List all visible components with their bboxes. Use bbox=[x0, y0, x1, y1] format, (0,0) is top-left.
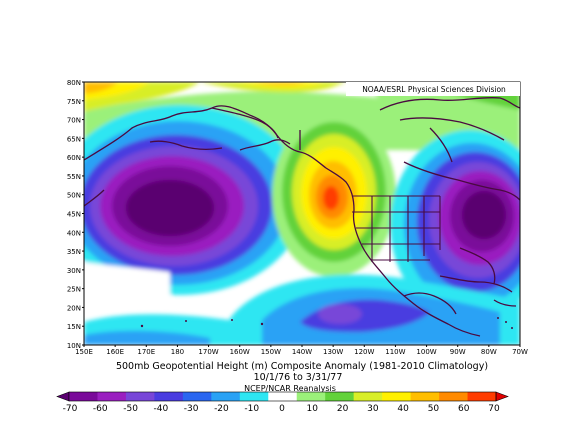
longitude-label: 150E bbox=[75, 348, 93, 356]
colorbar-tick-label: -60 bbox=[93, 404, 108, 414]
colorbar-segment bbox=[97, 392, 127, 401]
colorbar-segment bbox=[239, 392, 269, 401]
latitude-label: 25N bbox=[67, 286, 81, 294]
colorbar-tick-label: -50 bbox=[123, 404, 138, 414]
colorbar-segment bbox=[353, 392, 383, 401]
colorbar-max-arrow bbox=[495, 391, 509, 402]
longitude-labels: 150E 160E 170E 180 170W 160W 150W 140W 130W 120W 1… bbox=[75, 345, 528, 356]
credit-box bbox=[346, 82, 520, 96]
colorbar-border bbox=[68, 391, 497, 402]
latitude-label: 55N bbox=[67, 173, 81, 181]
longitude-label: 140W bbox=[292, 348, 312, 356]
latitude-label: 20N bbox=[67, 304, 81, 312]
colorbar-min-arrow bbox=[56, 391, 70, 402]
latitude-labels: 80N 75N 70N 65N 60N 55N 50N 45N 40N 35N 30N 25N 20N 1… bbox=[67, 79, 84, 350]
colorbar-segment bbox=[154, 392, 184, 401]
colorbar bbox=[56, 391, 509, 402]
longitude-label: 160E bbox=[106, 348, 124, 356]
longitude-label: 90W bbox=[450, 348, 466, 356]
anomaly-field bbox=[84, 82, 520, 345]
date-range: 10/1/76 to 3/31/77 bbox=[254, 372, 343, 383]
colorbar-segment bbox=[467, 392, 497, 401]
latitude-label: 15N bbox=[67, 323, 81, 331]
latitude-label: 30N bbox=[67, 267, 81, 275]
colorbar-segment bbox=[296, 392, 326, 401]
colorbar-tick-label: -10 bbox=[244, 404, 259, 414]
colorbar-tick-label: 60 bbox=[458, 404, 470, 414]
coastlines bbox=[84, 96, 520, 337]
latitude-label: 70N bbox=[67, 117, 81, 125]
colorbar-segment bbox=[268, 392, 298, 401]
latitude-label: 80N bbox=[67, 79, 81, 87]
longitude-label: 70W bbox=[512, 348, 528, 356]
islands bbox=[140, 317, 513, 329]
longitude-label: 170E bbox=[137, 348, 155, 356]
latitude-label: 50N bbox=[67, 192, 81, 200]
figure-title: 500mb Geopotential Height (m) Composite … bbox=[116, 361, 488, 372]
colorbar-segment bbox=[410, 392, 440, 401]
colorbar-segment bbox=[325, 392, 354, 401]
longitude-label: 170W bbox=[198, 348, 218, 356]
state-boundaries bbox=[352, 195, 441, 262]
latitude-label: 35N bbox=[67, 248, 81, 256]
longitude-label: 180 bbox=[171, 348, 184, 356]
longitude-label: 110W bbox=[385, 348, 405, 356]
colorbar-segment bbox=[125, 392, 155, 401]
colorbar-segment bbox=[182, 392, 212, 401]
longitude-label: 160W bbox=[230, 348, 250, 356]
data-source: NCEP/NCAR Reanalysis bbox=[244, 384, 336, 393]
colorbar-tick-label: 50 bbox=[428, 404, 440, 414]
colorbar-segment bbox=[439, 392, 468, 401]
longitude-label: 80W bbox=[481, 348, 497, 356]
latitude-label: 75N bbox=[67, 98, 81, 106]
map-panel: NOAA/ESRL Physical Sciences Division 80N… bbox=[67, 79, 528, 356]
colorbar-tick-label: 30 bbox=[367, 404, 379, 414]
latitude-label: 65N bbox=[67, 135, 81, 143]
longitude-label: 130W bbox=[323, 348, 343, 356]
colorbar-tick-label: 10 bbox=[307, 404, 319, 414]
colorbar-segment bbox=[382, 392, 411, 401]
colorbar-tick-label: -40 bbox=[154, 404, 169, 414]
colorbar-tick-label: 0 bbox=[279, 404, 285, 414]
latitude-label: 45N bbox=[67, 211, 81, 219]
credit-text: NOAA/ESRL Physical Sciences Division bbox=[362, 85, 506, 94]
longitude-label: 150W bbox=[261, 348, 281, 356]
latitude-label: 40N bbox=[67, 229, 81, 237]
colorbar-tick-label: -70 bbox=[63, 404, 78, 414]
colorbar-ticks: -70 -60 -50 -40 -30 -20 -10 0 10 20 30 40 50 60 70 bbox=[63, 404, 500, 414]
colorbar-tick-label: 40 bbox=[397, 404, 409, 414]
colorbar-tick-label: -20 bbox=[214, 404, 229, 414]
colorbar-segment bbox=[69, 392, 98, 401]
longitude-label: 120W bbox=[354, 348, 374, 356]
colorbar-tick-label: 20 bbox=[337, 404, 349, 414]
latitude-label: 10N bbox=[67, 342, 81, 350]
colorbar-segment bbox=[211, 392, 241, 401]
latitude-label: 60N bbox=[67, 154, 81, 162]
colorbar-tick-label: 70 bbox=[488, 404, 500, 414]
longitude-label: 100W bbox=[416, 348, 436, 356]
colorbar-tick-label: -30 bbox=[184, 404, 199, 414]
